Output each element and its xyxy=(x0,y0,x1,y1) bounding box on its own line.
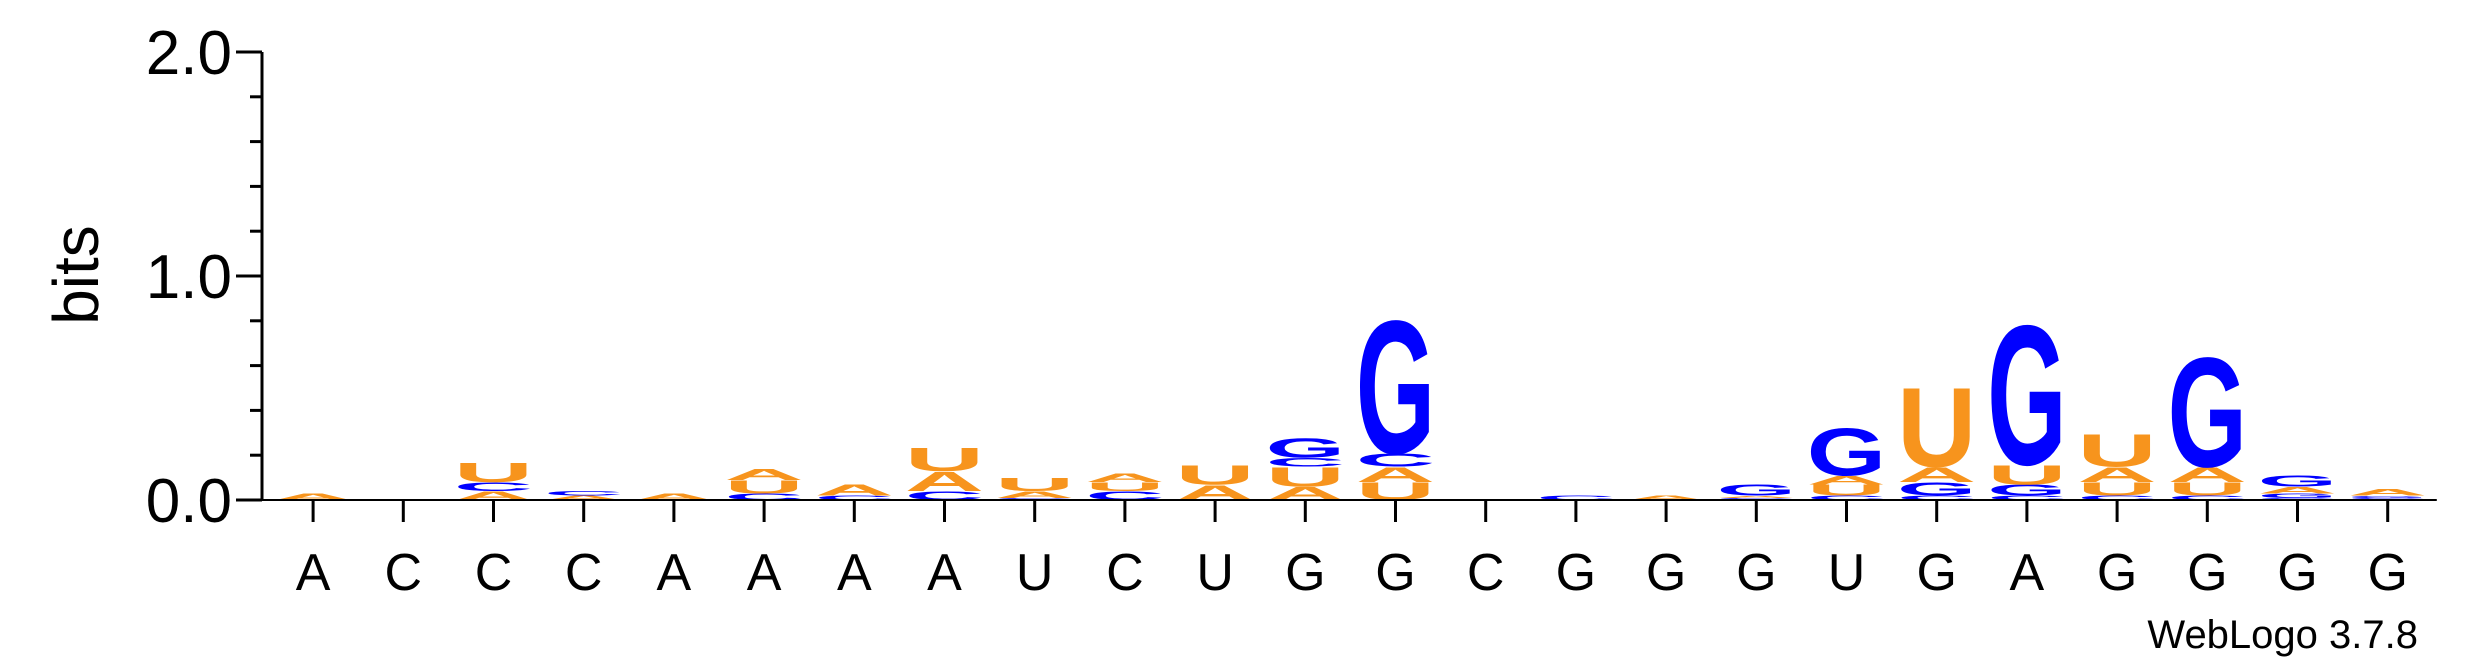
x-tick-label: A xyxy=(747,544,782,602)
logo-glyph-A: A xyxy=(995,489,1074,499)
logo-glyph-A: A xyxy=(1807,473,1886,487)
logo-glyph-U: U xyxy=(2077,425,2156,476)
logo-glyph-A: A xyxy=(2348,487,2427,497)
logo-glyph-G: G xyxy=(1717,482,1796,499)
logo-glyph-C: C xyxy=(1266,455,1345,469)
logo-glyph-U: U xyxy=(1085,480,1164,494)
logo-glyph-G: G xyxy=(2168,324,2247,499)
logo-glyph-U: U xyxy=(724,477,803,498)
logo-glyph-C: C xyxy=(815,495,894,502)
logo-glyph-C: C xyxy=(1807,495,1886,502)
x-tick-label: G xyxy=(1285,544,1325,602)
logo-glyph-U: U xyxy=(2077,479,2156,500)
x-tick-label: U xyxy=(1016,544,1054,602)
logo-glyph-G: G xyxy=(2348,495,2427,498)
x-tick-label: G xyxy=(2187,544,2227,602)
logo-glyph-A: A xyxy=(1356,463,1435,487)
logo-glyph-U: U xyxy=(1987,459,2066,490)
x-tick-label: G xyxy=(2367,544,2407,602)
logo-glyph-G: G xyxy=(2258,492,2337,499)
x-tick-label: G xyxy=(2277,544,2317,602)
logo-glyph-G: G xyxy=(1897,479,1976,500)
logo-glyph-G: G xyxy=(1807,415,1886,490)
x-tick-label: G xyxy=(1556,544,1596,602)
x-tick-label: C xyxy=(1106,544,1144,602)
x-tick-label: C xyxy=(565,544,603,602)
logo-glyph-C: C xyxy=(1356,450,1435,471)
logo-glyph-G: G xyxy=(2258,473,2337,490)
logo-glyph-C: C xyxy=(2168,495,2247,502)
logo-glyph-C: C xyxy=(2348,497,2427,500)
logo-glyph-U: U xyxy=(995,474,1074,495)
y-tick-label: 0.0 xyxy=(146,467,232,536)
x-tick-label: G xyxy=(2097,544,2137,602)
axes: 0.01.02.0A C C C A A A A U C U G G C G G G U G A G G G G xyxy=(146,19,2437,602)
logo-glyph-A: A xyxy=(1266,483,1345,504)
x-tick-label: A xyxy=(927,544,962,602)
x-tick-label: A xyxy=(837,544,872,602)
y-tick-label: 2.0 xyxy=(146,19,232,88)
logo-glyph-A: A xyxy=(1897,463,1976,487)
logo-glyph-U: U xyxy=(2168,479,2247,500)
logo-glyph-A: A xyxy=(544,495,623,502)
x-tick-label: C xyxy=(385,544,423,602)
weblogo-credit: WebLogo 3.7.8 xyxy=(2147,613,2418,657)
x-tick-label: C xyxy=(1467,544,1505,602)
logo-glyph-A: A xyxy=(2077,463,2156,487)
x-tick-label: A xyxy=(296,544,331,602)
logo-glyph-C: C xyxy=(544,490,623,497)
y-axis-label: bits xyxy=(40,225,112,325)
logo-glyph-U: U xyxy=(1175,459,1254,490)
logo-glyph-C: C xyxy=(2258,497,2337,500)
x-tick-label: G xyxy=(1916,544,1956,602)
x-tick-label: U xyxy=(1828,544,1866,602)
logo-glyph-C: C xyxy=(2077,495,2156,502)
logo-glyph-C: C xyxy=(1536,495,1615,502)
x-tick-label: G xyxy=(1736,544,1776,602)
logo-glyph-G: G xyxy=(1266,432,1345,463)
logo-glyph-G: G xyxy=(1356,282,1435,494)
logo-glyph-A: A xyxy=(2258,485,2337,495)
logo-glyph-C: C xyxy=(724,492,803,502)
logo-glyph-A: A xyxy=(815,482,894,499)
logo-glyph-U: U xyxy=(454,457,533,488)
logo-glyph-U: U xyxy=(1807,482,1886,499)
x-tick-label: C xyxy=(475,544,513,602)
logo-glyph-G: G xyxy=(1987,482,2066,499)
logo-glyph-U: U xyxy=(905,441,984,479)
logo-glyph-A: A xyxy=(724,466,803,483)
logo-glyph-A: A xyxy=(634,492,713,502)
logo-glyph-A: A xyxy=(905,466,984,497)
logo-glyph-C: C xyxy=(454,480,533,494)
logo-glyph-A: A xyxy=(273,492,352,502)
logo-glyph-A: A xyxy=(2168,463,2247,487)
x-tick-label: G xyxy=(1646,544,1686,602)
logo-glyph-A: A xyxy=(1085,471,1164,485)
logo-glyph-U: U xyxy=(1897,364,1976,491)
logo-glyph-C: C xyxy=(1717,497,1796,500)
logo-glyph-A: A xyxy=(1717,495,1796,498)
x-tick-label: U xyxy=(1196,544,1234,602)
logo-glyph-C: C xyxy=(1987,495,2066,502)
logo-glyph-U: U xyxy=(1266,461,1345,492)
logo-glyph-C: C xyxy=(995,497,1074,500)
logo-glyph-G: G xyxy=(1987,284,2066,507)
x-tick-label: G xyxy=(1375,544,1415,602)
logo-glyph-C: C xyxy=(1897,495,1976,502)
x-tick-label: A xyxy=(657,544,692,602)
logo-glyph-A: A xyxy=(1626,495,1705,502)
x-tick-label: A xyxy=(2010,544,2045,602)
y-tick-label: 1.0 xyxy=(146,243,232,312)
